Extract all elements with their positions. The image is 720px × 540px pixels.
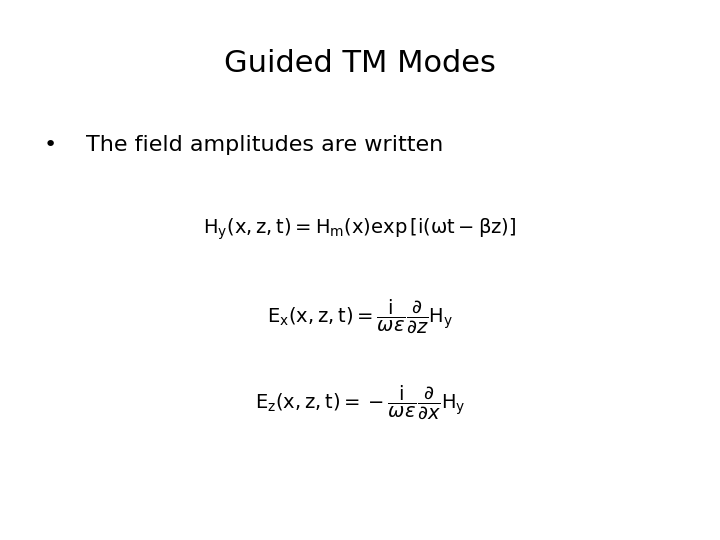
Text: The field amplitudes are written: The field amplitudes are written <box>86 135 444 155</box>
Text: •: • <box>44 135 57 155</box>
Text: Guided TM Modes: Guided TM Modes <box>224 49 496 78</box>
Text: $\mathrm{E_x(x, z, t)} = \dfrac{\mathrm{i}}{\omega\varepsilon}\dfrac{\partial}{\: $\mathrm{E_x(x, z, t)} = \dfrac{\mathrm{… <box>267 297 453 335</box>
Text: $\mathrm{H_y(x, z, t) = H_m(x)exp\,[i(\omega t - \beta z)]}$: $\mathrm{H_y(x, z, t) = H_m(x)exp\,[i(\o… <box>203 217 517 242</box>
Text: $\mathrm{E_z(x, z, t)} = -\dfrac{\mathrm{i}}{\omega\varepsilon}\dfrac{\partial}{: $\mathrm{E_z(x, z, t)} = -\dfrac{\mathrm… <box>255 383 465 421</box>
